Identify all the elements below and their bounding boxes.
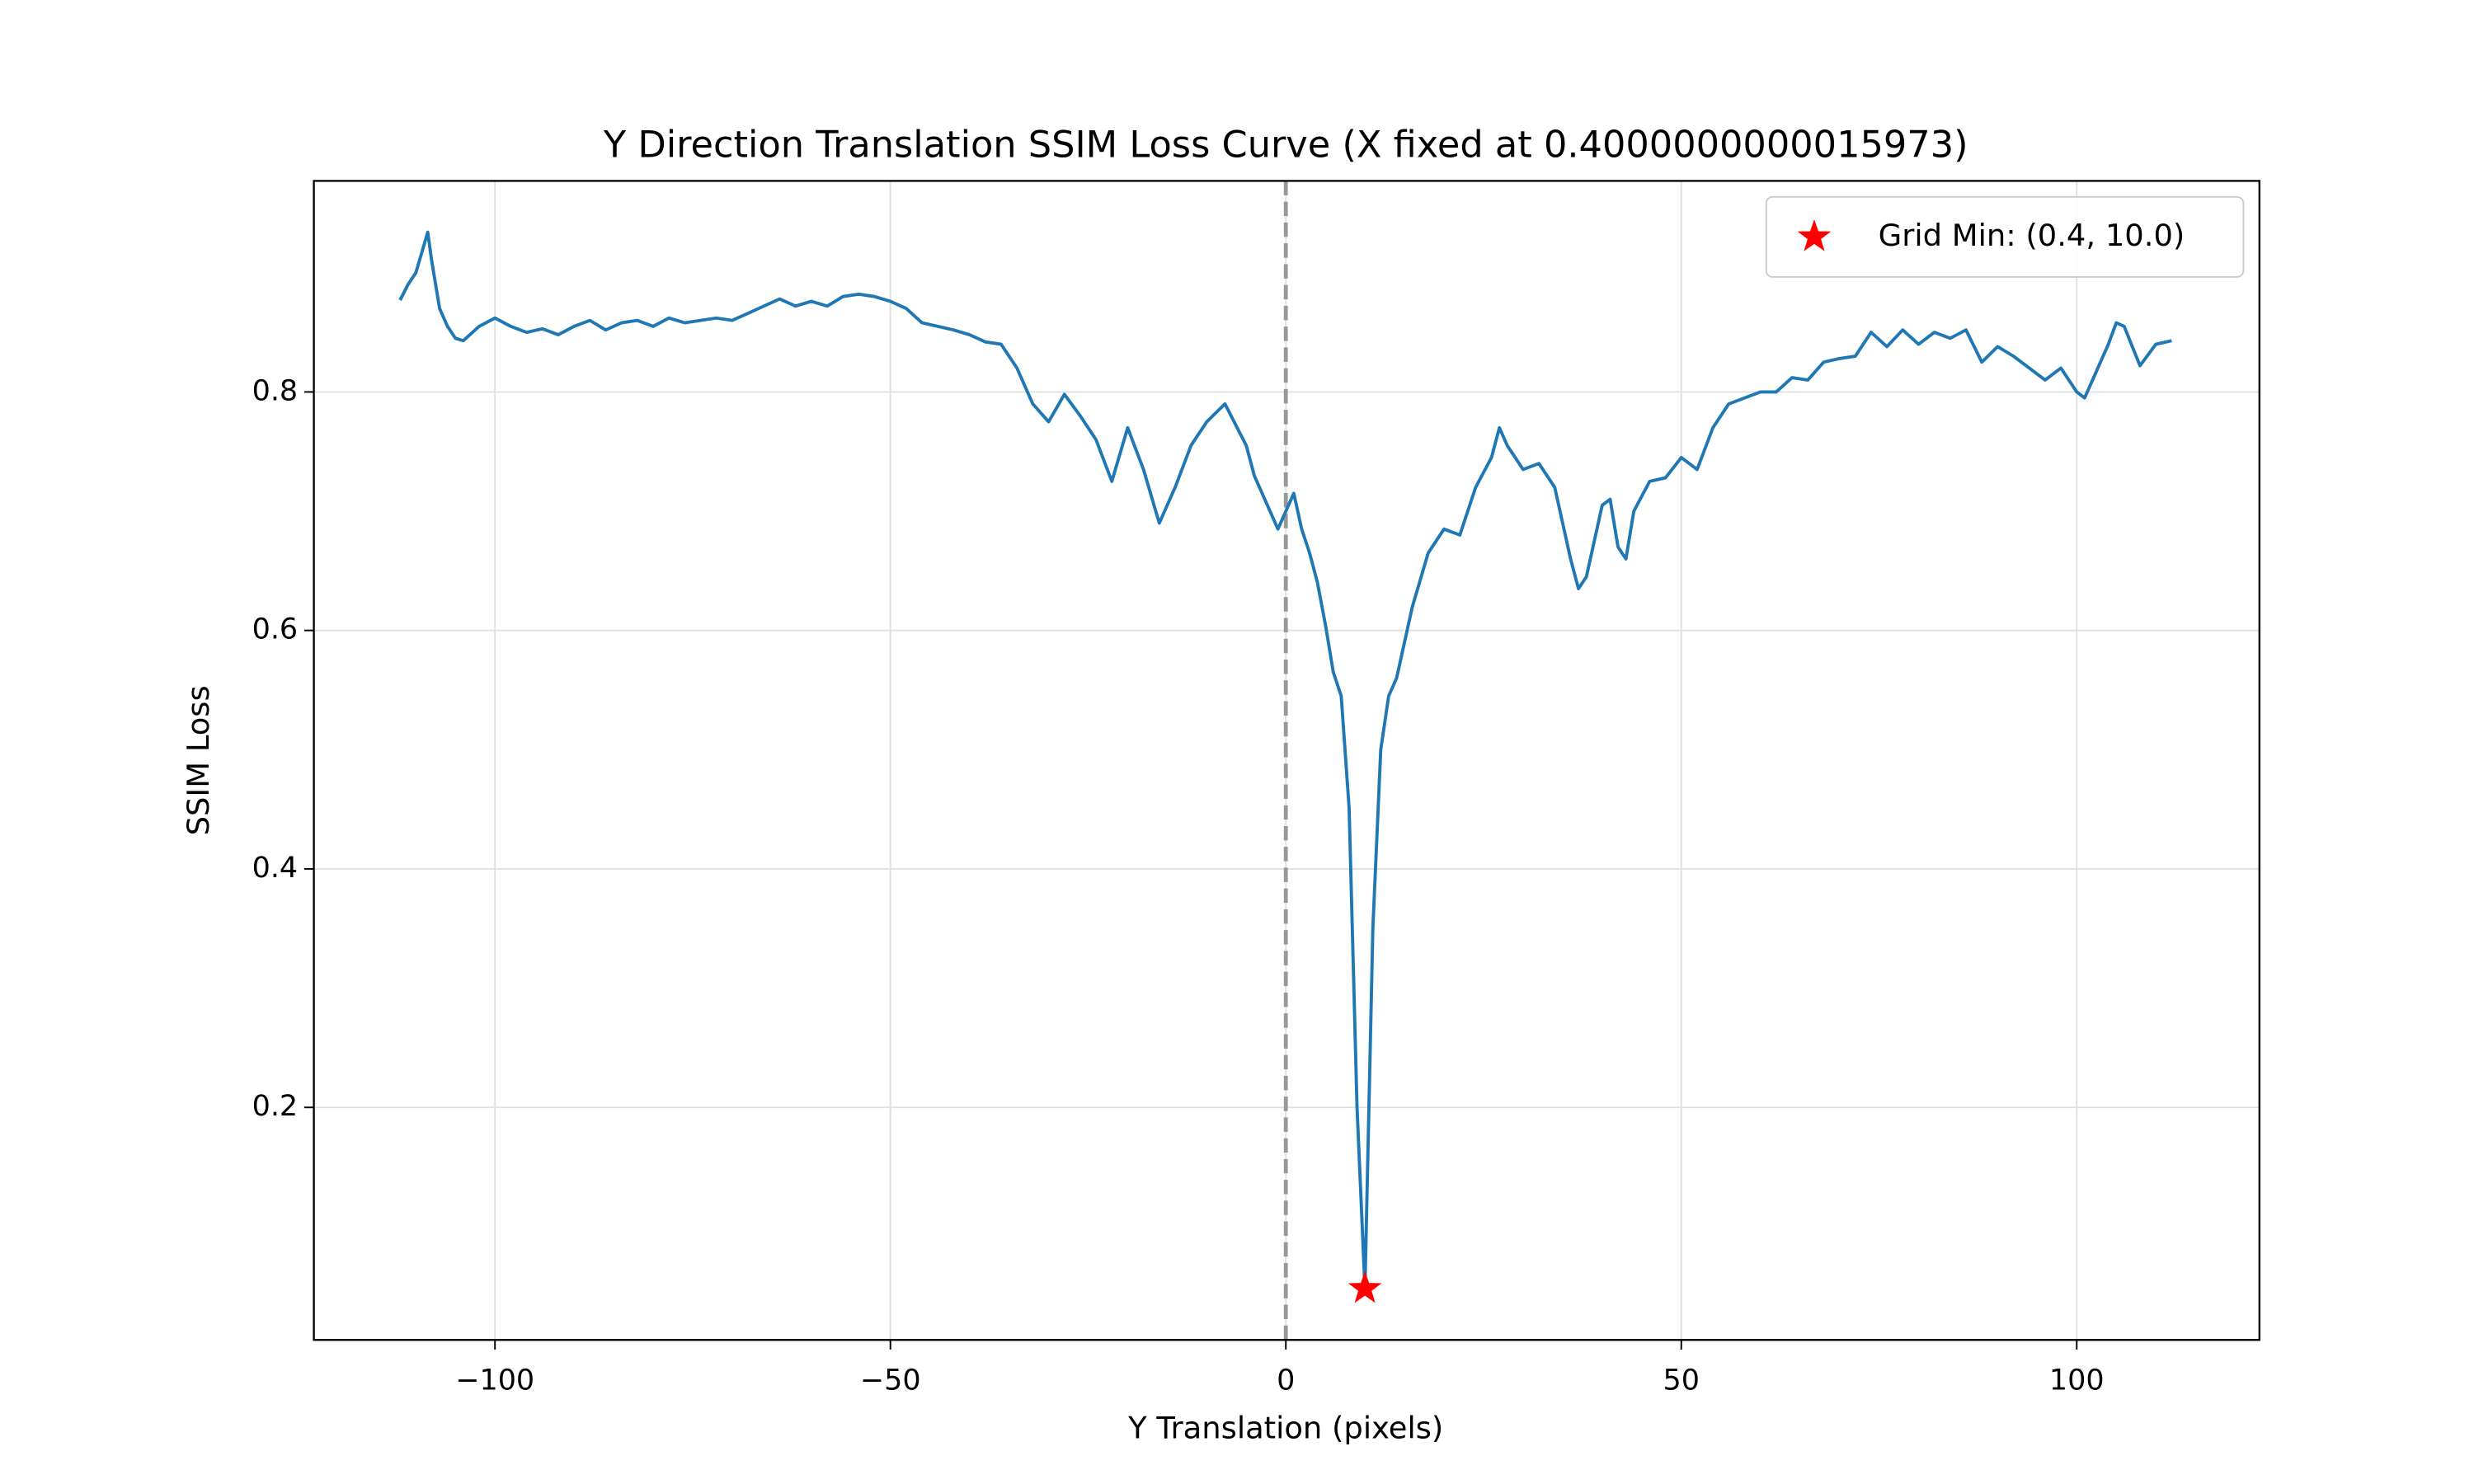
line-series bbox=[398, 230, 2172, 1290]
y-tick-label: 0.6 bbox=[252, 613, 299, 646]
y-tick-label: 0.8 bbox=[252, 374, 299, 407]
x-tick-label: 50 bbox=[1663, 1364, 1700, 1397]
x-tick-label: −100 bbox=[455, 1364, 534, 1397]
x-axis-label: Y Translation (pixels) bbox=[1127, 1410, 1443, 1445]
chart-title: Y Direction Translation SSIM Loss Curve … bbox=[603, 124, 1968, 167]
legend-label: Grid Min: (0.4, 10.0) bbox=[1879, 218, 2185, 253]
legend-marker bbox=[1797, 219, 1832, 251]
min-marker bbox=[1348, 1270, 1382, 1303]
x-tick-label: 0 bbox=[1277, 1364, 1295, 1397]
legend: Grid Min: (0.4, 10.0) bbox=[1765, 195, 2245, 278]
axes-frame bbox=[313, 180, 2260, 1341]
y-tick-label: 0.2 bbox=[252, 1090, 299, 1123]
y-tick-label: 0.4 bbox=[252, 852, 299, 885]
x-tick-label: 100 bbox=[2049, 1364, 2105, 1397]
y-axis-label: SSIM Loss bbox=[181, 685, 216, 835]
legend-box bbox=[1765, 195, 2245, 278]
x-tick-label: −50 bbox=[860, 1364, 921, 1397]
